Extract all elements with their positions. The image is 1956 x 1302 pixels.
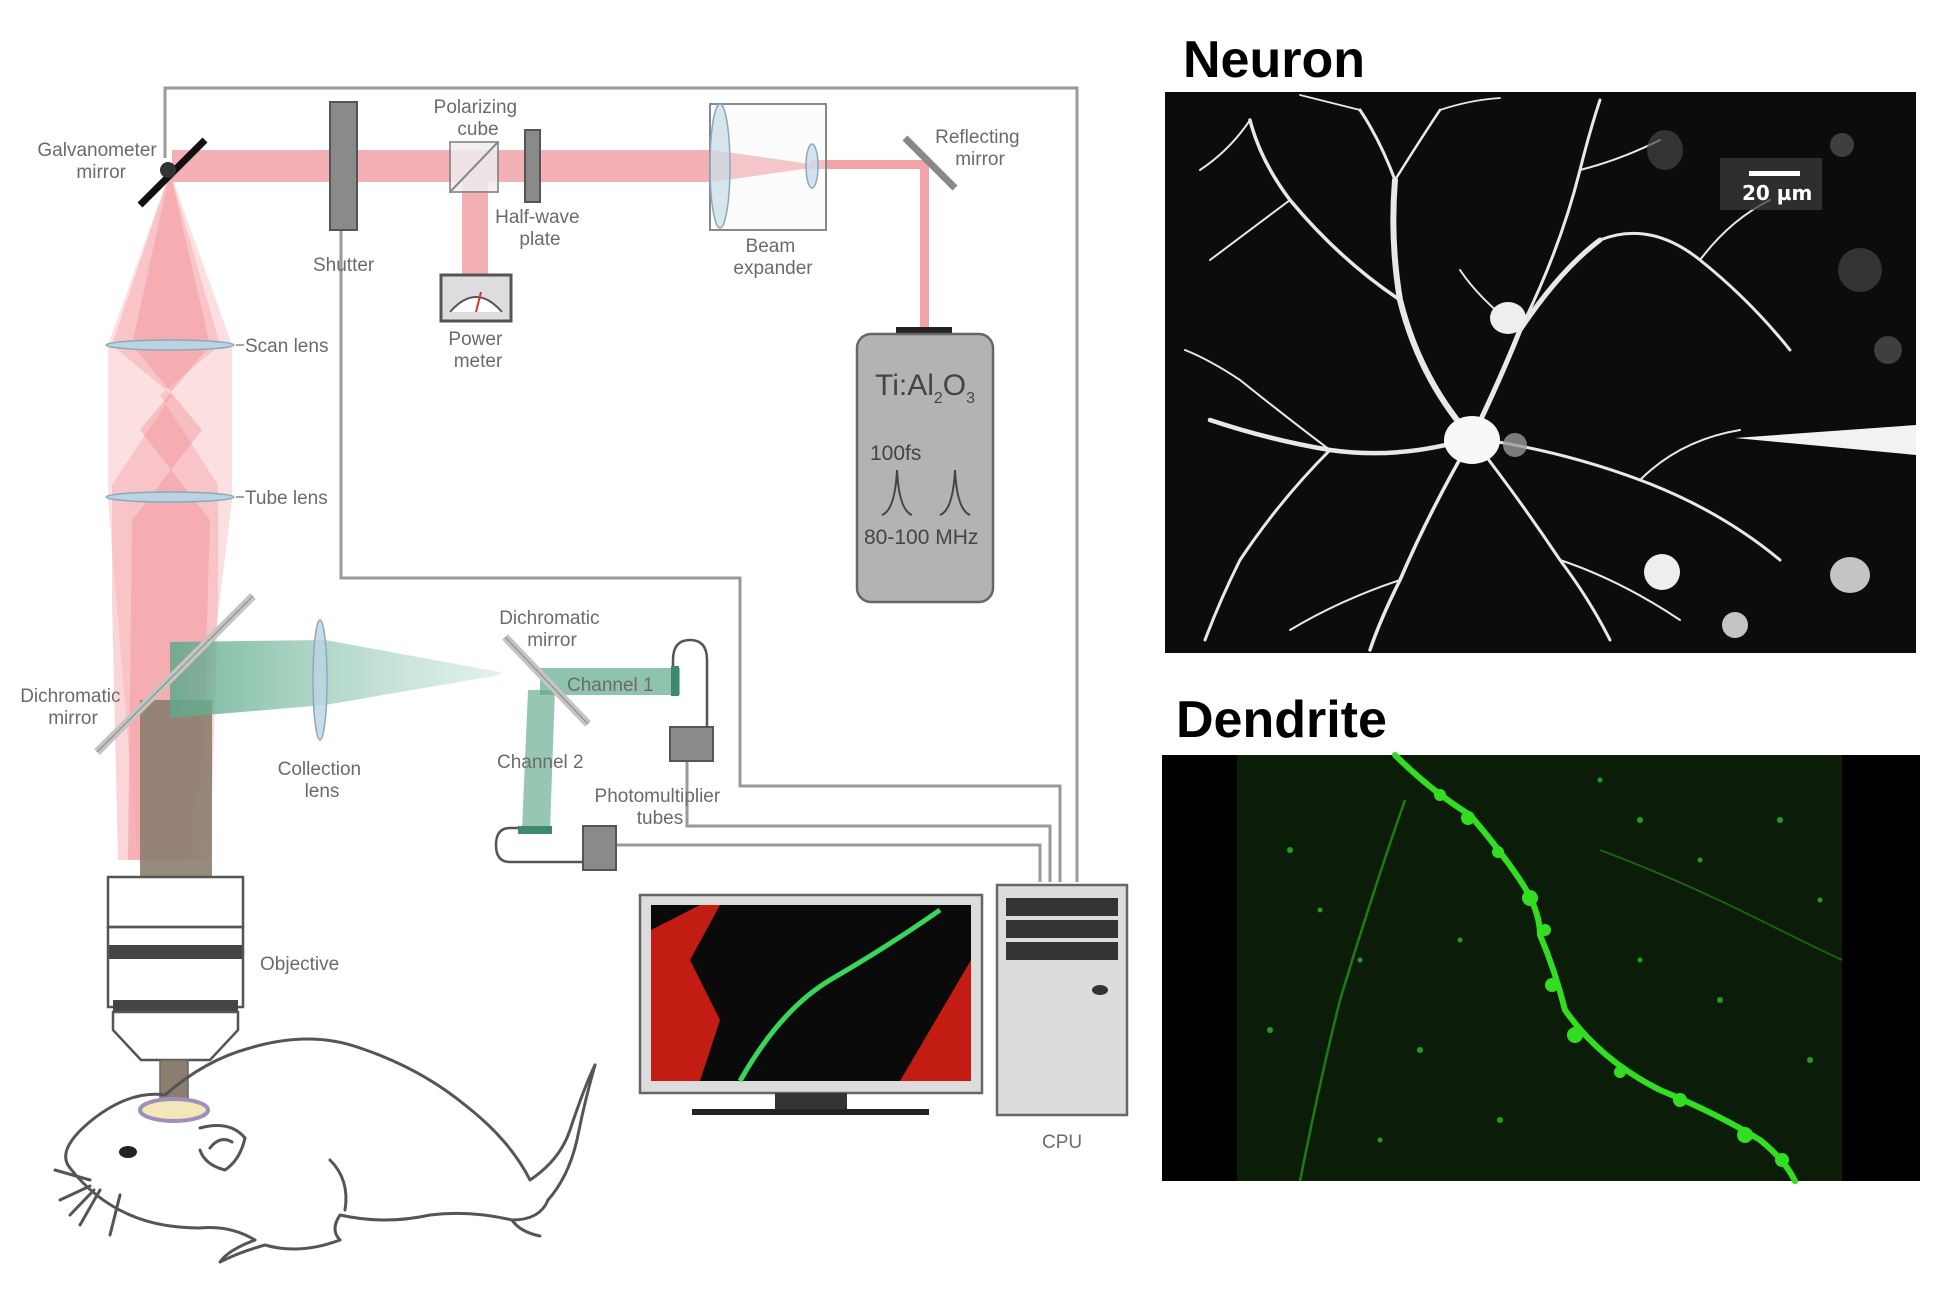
scale-bar-label: 20 µm: [1742, 181, 1812, 205]
cpu-bay-2: [1006, 920, 1118, 938]
beam-expander-lens-2: [805, 143, 819, 189]
galvanometer-pivot: [160, 162, 176, 178]
label-power-meter: Power meter: [448, 329, 507, 372]
laser-box: [855, 332, 995, 604]
pulse-icon-2: [939, 469, 971, 516]
label-tube-lens: Tube lens: [245, 488, 328, 509]
dendrite-field: [1237, 755, 1842, 1181]
laser-beam-vertical: [920, 162, 929, 330]
label-beam-expander: Beam expander: [733, 236, 813, 279]
laser-pulse-width: 100fs: [870, 442, 921, 465]
label-polarizing-cube: Polarizing cube: [434, 97, 523, 140]
polarizing-cube-diagonal: [449, 141, 499, 193]
label-reflecting-mirror: Reflecting mirror: [935, 127, 1025, 170]
label-dichromatic-mirror-1: Dichromatic mirror: [20, 686, 126, 729]
monitor-red-blob-1: [651, 905, 720, 1081]
monitor-stand-base: [692, 1109, 929, 1115]
pmt-1-bulb: [671, 638, 709, 730]
dichromatic-mirror-1-edge: [96, 595, 254, 753]
pmt-2-body: [582, 825, 617, 871]
laser-beam-expander-cone: [712, 150, 810, 182]
control-wire-top: [163, 86, 1079, 882]
objective-top: [106, 875, 245, 929]
objective-band-2: [113, 1000, 238, 1012]
label-pmt: Photomultiplier tubes: [595, 786, 726, 829]
cpu-bay-1: [1006, 898, 1118, 916]
cpu-bay-3: [1006, 942, 1118, 960]
objective-nose: [111, 1010, 240, 1062]
shutter: [329, 101, 358, 231]
label-channel-1: Channel 1: [567, 675, 654, 696]
pmt-1-window: [671, 666, 679, 696]
label-half-wave-plate: Half-wave plate: [495, 207, 585, 250]
neuron-title: Neuron: [1183, 31, 1365, 89]
cranial-window: [138, 1097, 210, 1123]
objective-band-1: [108, 945, 243, 959]
cpu-power-button: [1092, 985, 1108, 995]
emission-fan: [170, 640, 500, 718]
label-objective: Objective: [260, 954, 339, 975]
tube-lens: [105, 491, 235, 503]
laser-rep-rate: 80-100 MHz: [864, 526, 978, 549]
shutter-wire: [339, 230, 1062, 882]
power-meter-dial: [449, 296, 503, 313]
cpu-tower: [995, 883, 1129, 1117]
label-cpu: CPU: [1042, 1132, 1082, 1153]
scan-lens: [105, 339, 235, 351]
objective-middle: [106, 925, 245, 1009]
laser-name: Ti:Al2O3: [875, 369, 975, 407]
beam-expander-lens-1: [709, 103, 731, 229]
mixed-beam: [140, 700, 212, 878]
laser-top-cap: [896, 327, 952, 335]
dendrite-drawing: [1267, 752, 1843, 1184]
label-shutter: Shutter: [313, 255, 375, 276]
scale-bar-background: [1720, 158, 1822, 210]
scale-bar: [1749, 171, 1800, 176]
label-galvanometer: Galvanometer mirror: [37, 140, 162, 183]
half-wave-plate: [524, 129, 541, 203]
power-meter-needle: [475, 291, 482, 313]
collection-lens: [312, 619, 328, 741]
label-scan-lens: Scan lens: [245, 336, 328, 357]
pmt-2-window: [518, 826, 552, 834]
laser-beam-narrow: [810, 160, 928, 169]
label-channel-2: Channel 2: [497, 752, 584, 773]
dendrite-title: Dendrite: [1176, 691, 1387, 749]
power-meter-beam: [462, 182, 488, 278]
reflecting-mirror: [902, 135, 958, 191]
pmt2-wire: [612, 843, 1042, 882]
pulse-icon-1: [881, 469, 913, 516]
label-collection-lens: Collection lens: [278, 759, 367, 802]
dichromatic-mirror-2-edge: [504, 636, 589, 725]
monitor-red-blob-2: [900, 960, 971, 1081]
power-meter: [439, 273, 513, 323]
monitor-stand-neck: [775, 1093, 847, 1109]
mouse-drawing: [53, 1037, 597, 1264]
laser-beam-main: [172, 150, 712, 182]
monitor-green-dendrite: [737, 907, 942, 1083]
emission-channel1: [540, 668, 680, 695]
emission-channel2: [522, 690, 555, 830]
pmt1-wire: [685, 760, 1052, 882]
pmt-2-bulb: [494, 826, 585, 864]
label-dichromatic-mirror-2: Dichromatic mirror: [499, 608, 605, 651]
pmt-1-body: [669, 726, 714, 762]
neuron-drawing: [1184, 94, 1916, 652]
